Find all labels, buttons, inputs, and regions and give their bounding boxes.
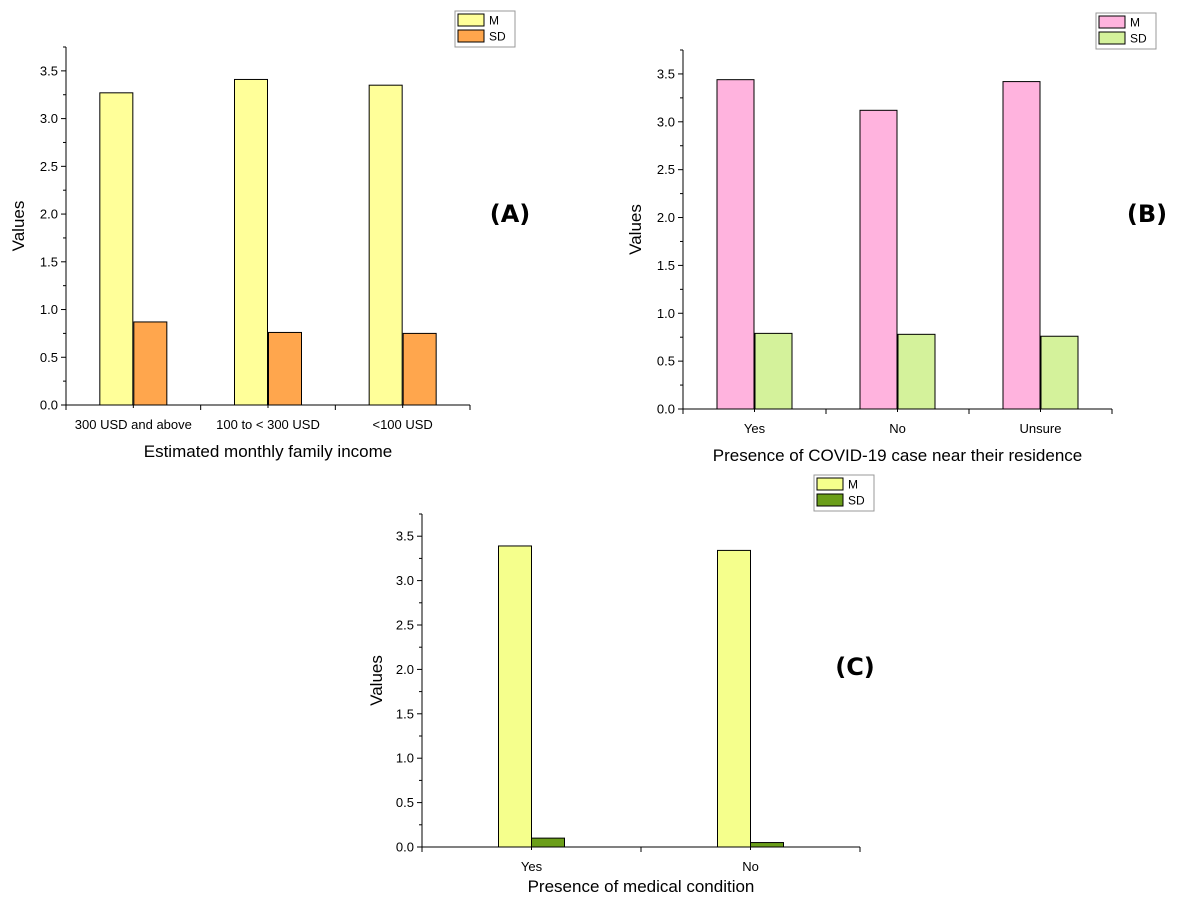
y-tick-label: 2.5 <box>40 159 58 174</box>
legend: M SD <box>454 10 516 48</box>
y-tick-label: 1.0 <box>657 306 675 321</box>
y-axis-label: Values <box>626 204 645 255</box>
x-axis-label: Estimated monthly family income <box>144 442 392 461</box>
x-tick-label: 300 USD and above <box>75 417 192 432</box>
chart-panel-2: 0.0 0.5 1.0 1.5 2.0 2.5 3.0 3.5 Yes No Unsure Value… <box>626 12 1167 465</box>
bar-sd-2 <box>268 331 302 406</box>
legend-swatch-m <box>1098 15 1126 29</box>
y-tick-label: 3.0 <box>40 111 58 126</box>
bar-sd-3 <box>1040 335 1079 410</box>
x-tick-label: Yes <box>744 421 766 436</box>
chart-panel-1: 0.0 0.5 1.0 1.5 2.0 2.5 3.0 3.5 300 USD and abov… <box>9 10 531 461</box>
y-tick-label: 2.0 <box>40 207 58 222</box>
y-tick-label: 1.5 <box>657 258 675 273</box>
y-tick-label: 0.0 <box>657 402 675 417</box>
legend-swatch-sd <box>816 493 844 507</box>
x-tick-label: Yes <box>521 859 543 874</box>
bar-m-3 <box>1002 81 1041 410</box>
bar-sd-2 <box>750 842 784 848</box>
legend-swatch-sd <box>1098 31 1126 45</box>
legend: M SD <box>813 474 875 512</box>
y-tick-label: 1.0 <box>40 302 58 317</box>
legend-label-sd: SD <box>848 494 865 508</box>
y-tick-label: 2.0 <box>657 210 675 225</box>
bar-m-1 <box>716 79 755 410</box>
panel-label: (A) <box>490 200 531 228</box>
y-tick-label: 3.5 <box>657 66 675 81</box>
y-tick-label: 3.0 <box>657 114 675 129</box>
legend: M SD <box>1095 12 1157 50</box>
y-tick-label: 1.5 <box>40 254 58 269</box>
bar-m-2 <box>859 109 898 410</box>
bar-m-3 <box>368 84 403 406</box>
y-tick-label: 0.5 <box>40 350 58 365</box>
x-tick-label: <100 USD <box>372 417 432 432</box>
y-tick-label: 0.5 <box>396 795 414 810</box>
bar-sd-1 <box>531 837 565 848</box>
panel-label: (B) <box>1127 200 1167 228</box>
bar-m-2 <box>717 549 751 848</box>
y-tick-label: 3.5 <box>396 529 414 544</box>
legend-label-m: M <box>1130 16 1140 30</box>
panel-label: (C) <box>835 653 875 681</box>
y-tick-label: 1.5 <box>396 706 414 721</box>
bar-sd-3 <box>402 332 437 406</box>
x-axis-label: Presence of medical condition <box>528 877 755 896</box>
bar-sd-1 <box>133 321 168 406</box>
legend-label-sd: SD <box>489 30 506 44</box>
legend-label-m: M <box>489 14 499 28</box>
legend-swatch-m <box>816 477 844 491</box>
bar-m-2 <box>234 78 268 406</box>
bar-sd-1 <box>754 332 793 410</box>
x-tick-label: 100 to < 300 USD <box>216 417 320 432</box>
y-tick-label: 0.0 <box>40 398 58 413</box>
y-tick-label: 3.5 <box>40 63 58 78</box>
y-tick-label: 1.0 <box>396 751 414 766</box>
x-axis-label: Presence of COVID-19 case near their res… <box>713 446 1082 465</box>
bar-sd-2 <box>897 333 936 410</box>
y-tick-label: 2.0 <box>396 662 414 677</box>
y-axis-label: Values <box>367 655 386 706</box>
y-tick-label: 0.5 <box>657 354 675 369</box>
y-tick-label: 2.5 <box>657 162 675 177</box>
x-tick-label: Unsure <box>1020 421 1062 436</box>
x-tick-label: No <box>742 859 759 874</box>
legend-label-m: M <box>848 478 858 492</box>
legend-swatch-m <box>457 13 485 27</box>
y-tick-label: 0.0 <box>396 840 414 855</box>
bar-m-1 <box>498 545 532 848</box>
legend-swatch-sd <box>457 29 485 43</box>
x-tick-label: No <box>889 421 906 436</box>
y-axis-label: Values <box>9 201 28 252</box>
y-tick-label: 2.5 <box>396 618 414 633</box>
y-tick-label: 3.0 <box>396 573 414 588</box>
bar-m-1 <box>99 92 134 406</box>
legend-label-sd: SD <box>1130 32 1147 46</box>
chart-panel-3: 0.0 0.5 1.0 1.5 2.0 2.5 3.0 3.5 Yes No Values Prese… <box>367 474 875 896</box>
